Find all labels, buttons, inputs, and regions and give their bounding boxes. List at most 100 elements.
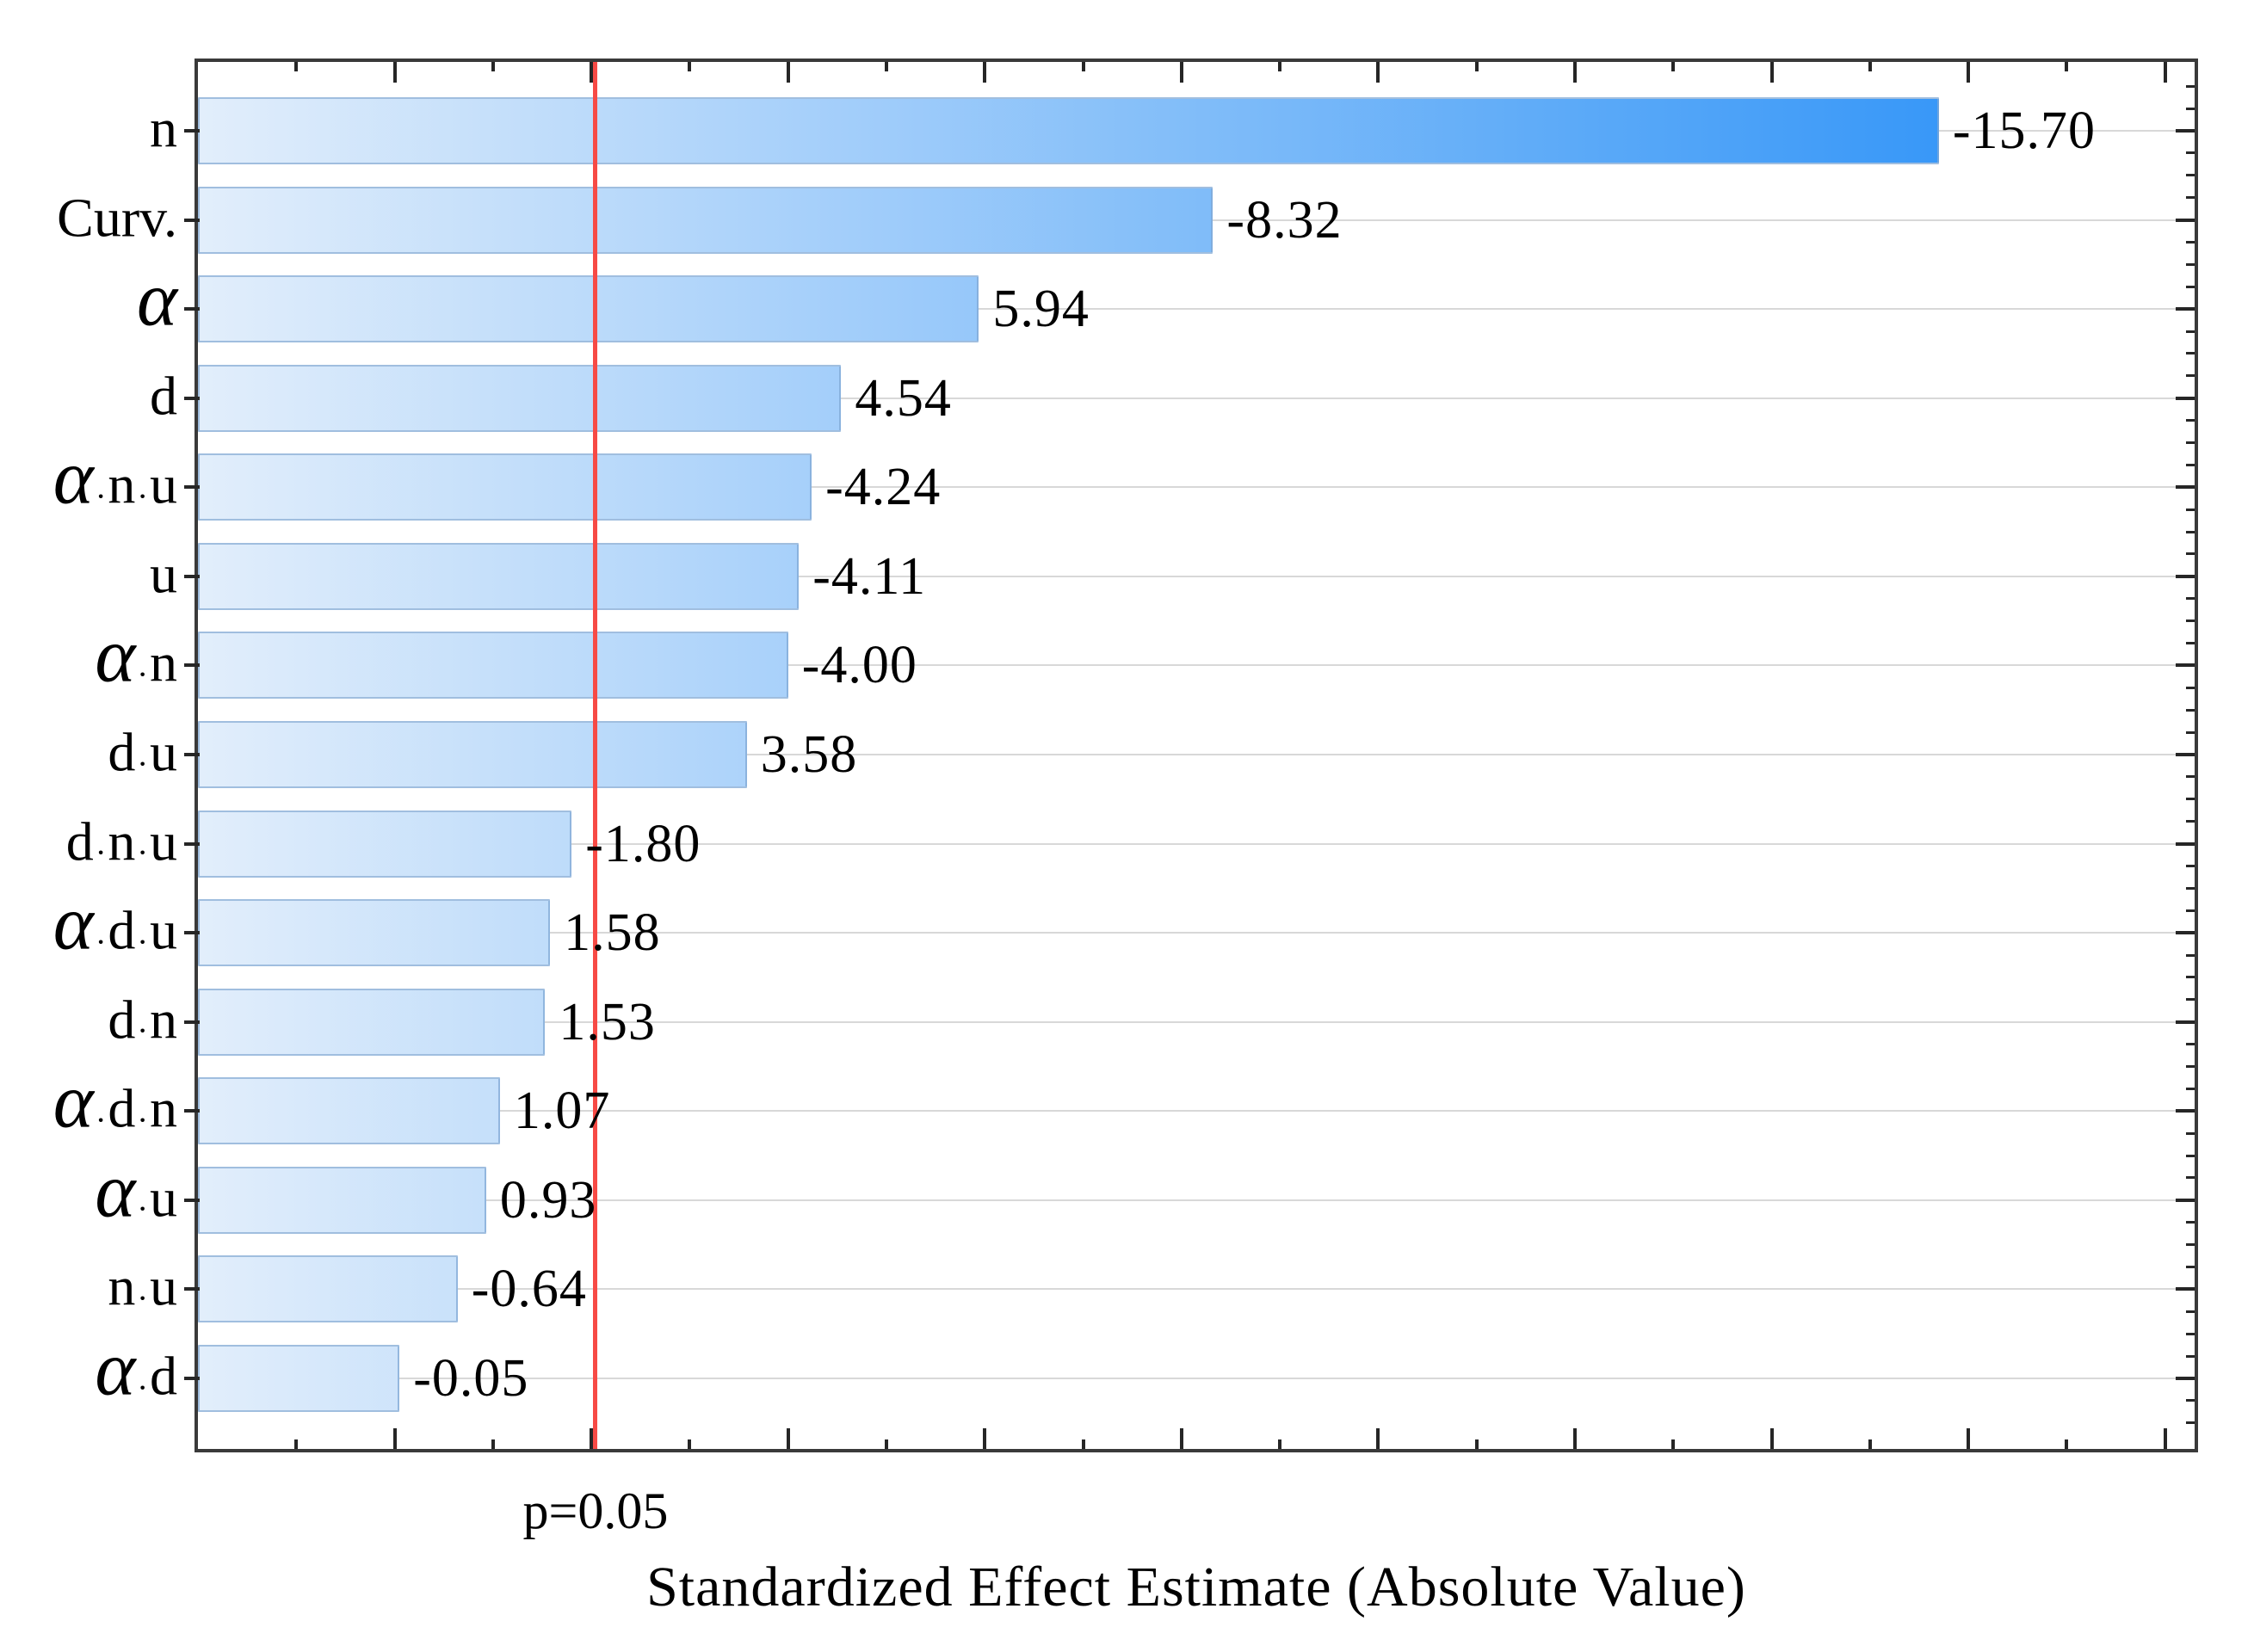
alpha-symbol: α [52,880,94,966]
value-tick-bottom [1081,1439,1085,1449]
category-tick-right [2176,841,2195,846]
dot-separator: · [137,1370,149,1407]
category-tick-right [2176,129,2195,133]
label-char: n [150,632,177,693]
row-gridline [198,486,2195,489]
category-tick-right [2186,1310,2195,1313]
value-tick-top [1376,62,1380,83]
category-tick-left [184,1287,200,1291]
category-label: α·d·n [0,1063,181,1140]
value-tick-bottom [491,1439,495,1449]
category-label: α [0,261,181,338]
dot-separator: · [137,1280,149,1317]
value-tick-bottom [1573,1428,1577,1449]
category-tick-right [2176,663,2195,668]
bar [198,810,572,878]
category-label: α·d·u [0,885,181,962]
category-label: d·n·u [0,810,181,872]
category-tick-right [2186,1087,2195,1090]
bar [198,186,1213,254]
category-tick-right [2176,396,2195,400]
category-tick-left [184,129,200,133]
label-char: u [150,899,177,961]
label-char: n [108,810,136,872]
category-tick-right [2186,1064,2195,1068]
category-label: d·n [0,989,181,1051]
category-tick-right [2186,508,2195,511]
category-tick-right [2186,620,2195,623]
category-tick-right [2186,1421,2195,1425]
row-gridline [198,932,2195,934]
category-tick-right [2186,1043,2195,1046]
alpha-symbol: α [136,256,177,342]
bar [198,720,747,788]
bar [198,364,842,432]
label-char: . [164,187,177,249]
row-gridline [198,1377,2195,1379]
label-char: n [150,97,177,159]
dot-separator: · [137,656,149,693]
category-tick-right [2176,574,2195,578]
row-gridline [198,397,2195,399]
value-tick-bottom [688,1439,692,1449]
row-gridline [198,1020,2195,1023]
bar-value-label: 4.54 [855,368,952,428]
label-char: u [150,810,177,872]
category-tick-right [2186,441,2195,444]
category-tick-right [2176,1376,2195,1380]
category-tick-right [2186,1154,2195,1157]
label-char: d [108,1077,136,1139]
category-tick-left [184,841,200,846]
category-tick-right [2176,752,2195,756]
plot-inner: -15.70 -8.32 5.94 4.54 -4.24 -4.11 -4.00 3.58 -1… [184,62,2195,1449]
category-tick-right [2186,530,2195,533]
bar-value-label: 0.93 [499,1170,597,1230]
category-tick-right [2186,107,2195,110]
category-label: u [0,546,181,601]
label-char: v [139,187,164,249]
label-char: n [108,1255,136,1317]
value-tick-bottom [1967,1428,1971,1449]
category-tick-right [2186,262,2195,266]
category-tick-right [2186,1332,2195,1335]
category-label: α·d [0,1330,181,1408]
value-tick-top [491,62,495,71]
category-tick-right [2176,931,2195,935]
category-tick-left [184,307,200,311]
dot-separator: · [137,1013,149,1050]
value-tick-top [1474,62,1479,71]
category-label: n·u [0,1259,181,1317]
bar-value-label: -0.64 [471,1260,587,1319]
category-tick-right [2186,330,2195,333]
label-char: n [150,1077,177,1139]
category-label: d·u [0,724,181,780]
label-char: u [93,187,121,249]
label-char: d [108,989,136,1051]
bar [198,275,979,343]
bar [198,1166,486,1234]
bar-value-label: -8.32 [1226,190,1343,250]
bar [198,453,812,521]
bar-value-label: -15.70 [1952,102,2096,160]
bar [198,1255,458,1323]
row-gridline [198,1199,2195,1201]
bar-value-label: -4.00 [801,636,917,695]
bar-value-label: 5.94 [992,280,1090,339]
row-gridline [198,308,2195,311]
value-tick-bottom [1868,1439,1872,1449]
value-tick-top [1179,62,1183,83]
value-tick-top [1573,62,1577,83]
row-gridline [198,1288,2195,1291]
value-tick-top [688,62,692,71]
category-tick-right [2186,151,2195,155]
value-tick-bottom [983,1428,987,1449]
category-tick-right [2186,240,2195,243]
category-tick-right [2176,218,2195,222]
alpha-symbol: α [95,1148,136,1234]
category-tick-right [2186,597,2195,601]
category-tick-right [2186,798,2195,801]
category-tick-left [184,485,200,490]
dot-separator: · [137,924,149,961]
category-tick-right [2186,285,2195,288]
